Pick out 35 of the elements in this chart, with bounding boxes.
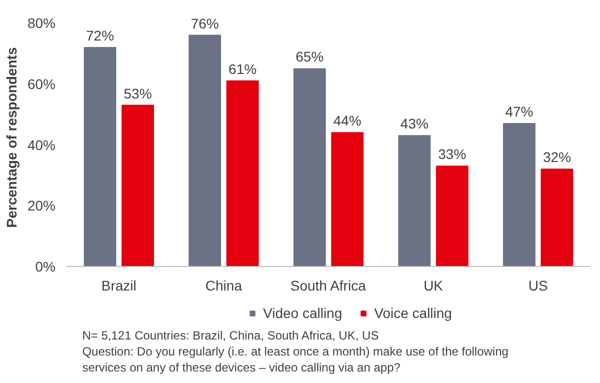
y-tick-label: 80% (27, 15, 56, 32)
data-label: 32% (542, 149, 571, 166)
data-label: 61% (228, 60, 257, 77)
data-label: 44% (333, 112, 362, 129)
data-label: 47% (505, 104, 534, 120)
x-tick-label: US (528, 278, 548, 294)
legend-label: Video calling (263, 305, 342, 321)
bar (540, 168, 574, 266)
bar (84, 46, 116, 266)
y-tick-label: 40% (27, 136, 56, 153)
data-label: 72% (86, 27, 114, 44)
data-label: 65% (296, 48, 324, 65)
data-label: 33% (438, 146, 466, 162)
y-tick-label: 20% (27, 198, 56, 214)
bar (398, 135, 431, 266)
y-axis-title: Percentage of respondents (3, 47, 20, 228)
text: N= 5,121 Countries: Brazil, China, South Africa, UK, US (82, 328, 379, 342)
bar (188, 34, 222, 266)
data-label: 53% (124, 85, 152, 102)
bar (293, 68, 326, 266)
bar (226, 80, 259, 266)
x-tick-label: Brazil (101, 278, 136, 294)
bar (331, 132, 364, 266)
data-label: 43% (400, 116, 428, 132)
x-tick-label: UK (424, 278, 444, 294)
bar (503, 123, 536, 266)
y-tick-label: 60% (27, 76, 56, 92)
x-tick-label: China (205, 278, 242, 294)
legend-label: Voice calling (374, 305, 452, 321)
y-tick-label: 0% (35, 258, 56, 274)
x-tick-label: South Africa (290, 278, 366, 294)
text: Question: Do you regularly (i.e. at least once a month) make use of the following services on any of these devices – video calling via an app? (82, 344, 508, 374)
data-label: 76% (190, 15, 219, 32)
bar (122, 104, 154, 266)
bar (436, 166, 468, 266)
